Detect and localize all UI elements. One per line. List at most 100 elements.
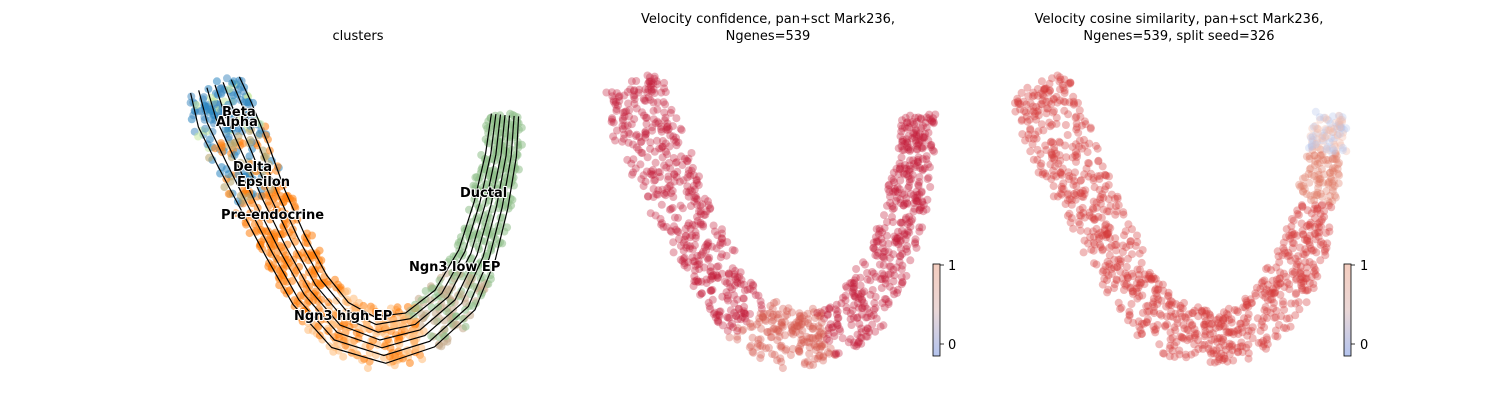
cell-point [696,251,705,260]
cell-point [921,118,930,127]
cell-point [671,158,680,167]
cell-point [1316,189,1325,198]
cell-point [679,246,688,255]
cell-point [615,92,624,101]
cell-point [903,143,911,151]
cell-point [880,303,889,312]
cell-point [753,320,761,329]
cell-point [640,96,649,105]
cell-point [841,282,850,291]
cell-point [708,274,717,283]
cell-point [1248,334,1257,343]
cell-point [1335,130,1344,139]
cell-point [669,248,678,257]
cell-point [1068,142,1077,151]
cell-point [1050,107,1058,116]
cell-point [912,197,921,206]
cell-point [913,157,922,166]
cell-point [908,134,917,143]
cell-point [892,238,901,247]
cell-point [817,340,826,349]
cell-point [873,237,881,246]
cell-point [663,184,672,193]
cell-point [903,220,912,229]
cell-point [1147,275,1156,284]
cell-point [682,243,691,252]
cell-point [635,133,644,142]
cell-point [925,110,934,119]
cell-point [898,135,907,144]
cell-point [726,321,735,330]
cell-point [271,193,280,201]
cell-point [857,289,866,298]
cell-point [743,285,752,294]
cell-point [649,170,658,179]
cell-point [1111,210,1120,219]
cell-point [749,281,758,290]
cell-point [629,168,638,177]
cell-point [924,114,933,123]
cell-point [1137,258,1146,267]
cell-point [649,115,658,124]
cell-point [660,78,669,87]
cell-point [1116,267,1125,276]
cell-point [434,302,443,311]
cell-point [885,262,894,271]
cell-point [1122,280,1131,289]
cell-point [683,241,692,250]
cell-point [870,305,879,314]
cell-point [852,265,861,273]
cell-point [1061,200,1070,208]
cell-point [805,338,813,347]
panel-1-title: clusters [333,29,384,44]
cell-point [709,310,718,318]
cell-point [857,304,866,313]
cell-point [696,210,705,218]
cell-point [879,271,888,280]
cell-point [1075,220,1084,229]
cell-point [768,304,777,313]
cell-point [781,312,790,321]
cell-point [1072,119,1081,128]
cell-point [634,88,643,97]
cell-point [832,350,841,359]
cell-point [669,154,678,162]
cell-point [629,140,637,149]
cell-point [363,364,372,373]
cell-point [698,220,707,229]
cell-point [906,189,915,198]
cell-point [660,189,669,198]
cell-point [1034,168,1043,177]
cell-point [1153,300,1162,308]
cell-point [651,119,660,128]
cell-point [815,327,824,336]
cell-point [1271,332,1280,341]
velocity-streamline [214,84,506,341]
cell-point [666,164,675,173]
cell-point [912,139,920,148]
cell-point [746,319,755,328]
cell-point [612,106,621,115]
cell-point [904,143,913,152]
cell-point [1241,294,1250,303]
cell-point [718,321,727,330]
cell-point [1288,267,1297,276]
cell-point [854,303,863,312]
cell-point [693,216,702,225]
cell-point [834,314,843,322]
cell-point [324,298,333,307]
cell-point [819,332,828,341]
cell-point [661,139,670,148]
cell-point [903,247,912,256]
cell-point [706,275,715,284]
cell-point [918,197,927,206]
cell-point [1037,120,1046,129]
cell-point [679,254,688,263]
cell-point [844,338,853,347]
cell-point [1310,190,1319,199]
cell-point [879,253,888,262]
cell-point [919,201,928,209]
cell-point [1297,219,1306,228]
cell-point [1167,301,1176,310]
cell-point [817,318,826,327]
